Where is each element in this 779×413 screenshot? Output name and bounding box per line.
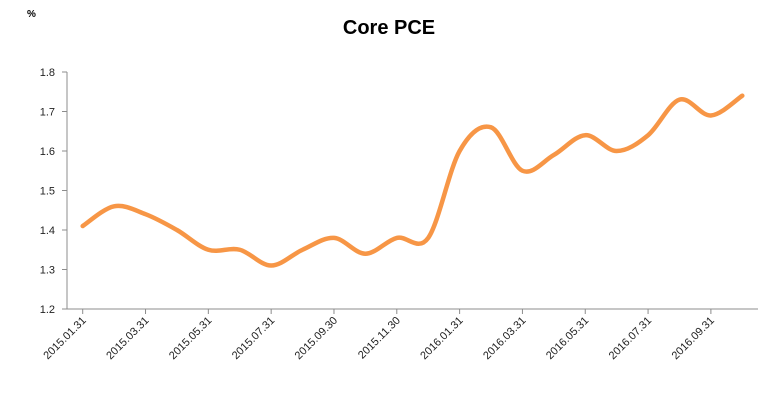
data-point: [677, 97, 681, 101]
y-tick-label: 1.5: [40, 186, 55, 198]
x-tick-label: 2016.05.31: [544, 315, 591, 362]
data-point: [300, 248, 304, 252]
chart-title: Core PCE: [343, 17, 435, 39]
x-tick-label: 2016.03.31: [481, 315, 528, 362]
x-tick-label: 2016.01.31: [418, 315, 465, 362]
y-tick-label: 1.2: [40, 304, 55, 316]
data-point: [395, 236, 399, 240]
y-tick-label: 1.6: [40, 146, 55, 158]
data-point: [457, 149, 461, 153]
data-point: [332, 236, 336, 240]
data-point: [269, 263, 273, 267]
x-tick-label: 2015.01.31: [41, 315, 88, 362]
x-tick-label: 2016.07.31: [607, 315, 654, 362]
data-point: [740, 94, 744, 98]
x-tick-label: 2015.09.30: [293, 315, 340, 362]
y-tick-label: 1.4: [40, 225, 55, 237]
series-line-0: [80, 93, 745, 268]
x-tick-label: 2015.11.30: [356, 315, 403, 362]
data-point: [709, 113, 713, 117]
data-point: [614, 149, 618, 153]
x-tick-label: 2015.07.31: [230, 315, 277, 362]
data-point: [583, 133, 587, 137]
data-point: [238, 248, 242, 252]
y-tick-label: 1.3: [40, 265, 55, 277]
x-tick-label: 2015.03.31: [104, 315, 151, 362]
data-point: [552, 153, 556, 157]
data-point: [646, 133, 650, 137]
data-point: [206, 248, 210, 252]
data-point: [489, 125, 493, 129]
data-point: [520, 169, 524, 173]
data-point: [81, 224, 85, 228]
x-tick-label: 2015.05.31: [167, 315, 214, 362]
data-point: [112, 204, 116, 208]
data-point: [143, 212, 147, 216]
y-tick-label: 1.7: [40, 107, 55, 119]
data-point: [175, 228, 179, 232]
data-point: [363, 252, 367, 256]
y-tick-label: 1.8: [40, 67, 55, 79]
y-unit-label: %: [27, 9, 36, 20]
data-point: [426, 236, 430, 240]
x-tick-label: 2016.09.31: [670, 315, 717, 362]
series-layer: [80, 93, 745, 268]
